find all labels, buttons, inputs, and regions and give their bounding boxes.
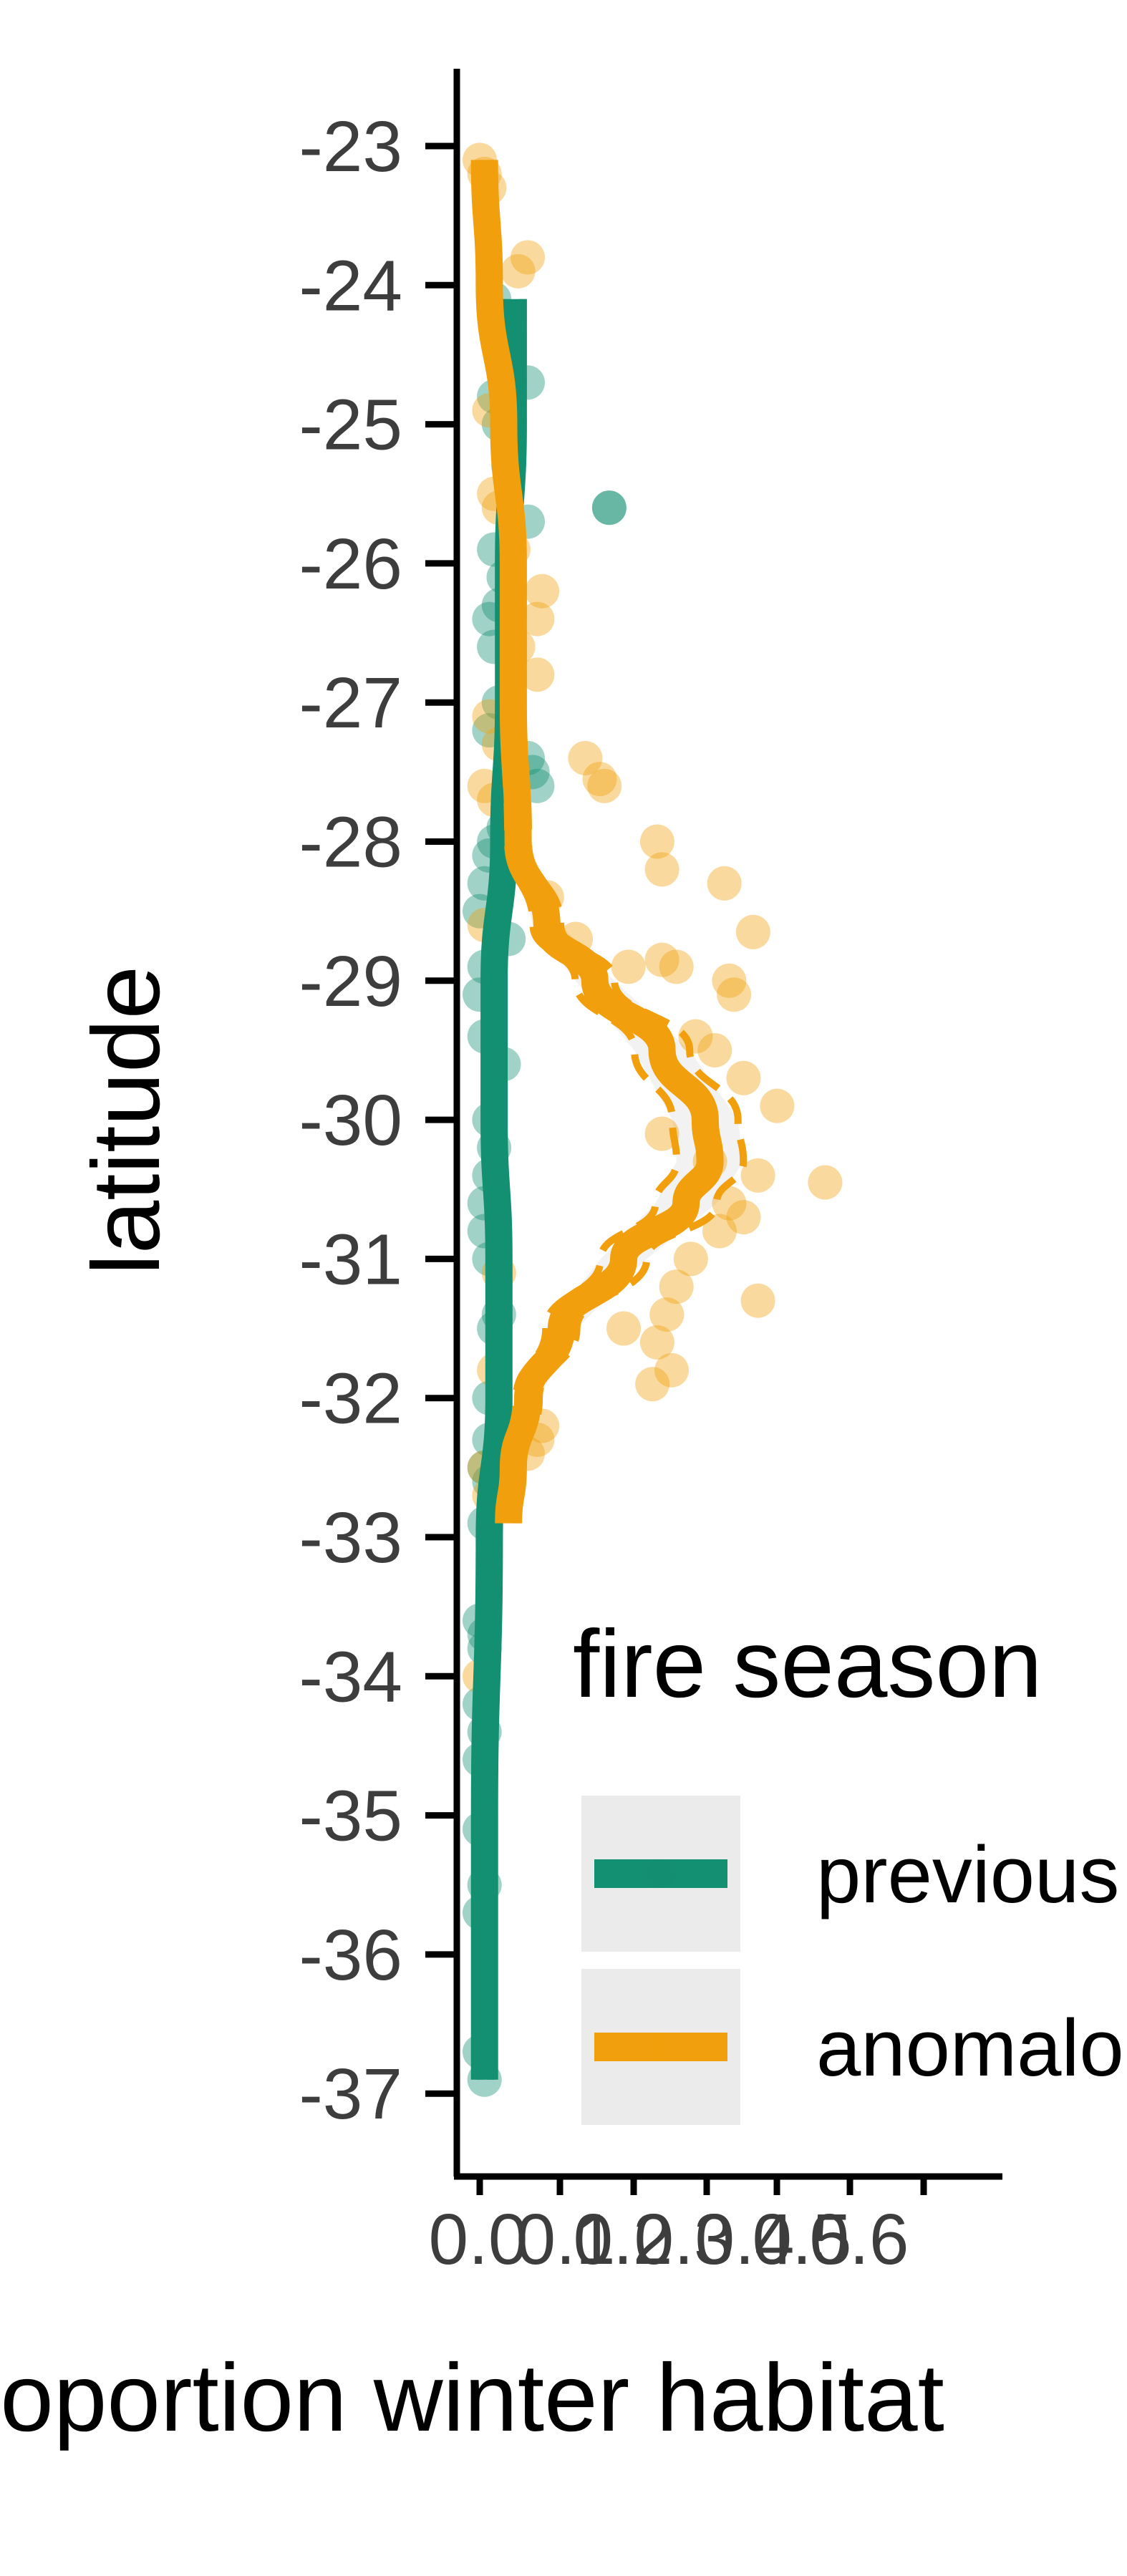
point-anomalous	[500, 253, 536, 289]
y-tick-label: -30	[299, 1080, 402, 1161]
y-tick-label: -26	[299, 524, 402, 604]
point-anomalous	[587, 768, 622, 803]
point-anomalous	[644, 942, 679, 977]
point-previous	[591, 490, 627, 526]
point-anomalous	[649, 1297, 685, 1332]
y-tick-label: -23	[299, 107, 402, 187]
band-anomalous	[480, 160, 744, 1524]
point-anomalous	[568, 740, 603, 775]
point-anomalous	[673, 1241, 708, 1277]
point-anomalous	[639, 1325, 674, 1360]
point-anomalous	[520, 657, 555, 692]
y-tick-label: -28	[299, 803, 402, 883]
legend-key-point-anomalous	[647, 2033, 675, 2061]
x-tick-label: 0.5	[752, 2199, 851, 2280]
y-tick-label: -27	[299, 663, 402, 743]
point-anomalous	[659, 1269, 694, 1304]
point-anomalous	[760, 1088, 795, 1123]
legend-title: fire season	[573, 1611, 1042, 1718]
x-tick-label: 0.2	[573, 2199, 672, 2280]
point-anomalous	[644, 852, 679, 887]
point-anomalous	[740, 1158, 775, 1193]
legend-label-anomalous: anomalous	[816, 2003, 1127, 2093]
trend-anomalous	[470, 160, 724, 1524]
point-anomalous	[735, 914, 770, 949]
point-anomalous	[702, 1214, 737, 1249]
point-previous	[591, 490, 627, 526]
point-anomalous	[659, 949, 694, 984]
point-anomalous	[707, 866, 742, 901]
point-anomalous	[726, 1060, 761, 1095]
y-axis-title: latitude	[73, 966, 180, 1275]
x-axis-title: proportion winter habitat	[0, 2345, 944, 2451]
x-tick-label: 0.3	[634, 2199, 733, 2280]
point-anomalous	[740, 1283, 775, 1318]
point-anomalous	[606, 1311, 641, 1346]
trend-lines	[470, 160, 748, 2080]
y-tick-label: -33	[299, 1498, 402, 1578]
x-tick-label: 0.4	[695, 2199, 794, 2280]
y-tick-label: -35	[299, 1776, 402, 1856]
y-tick-label: -34	[299, 1637, 402, 1717]
y-axis-ticks: -23 -24 -25 -26 -27 -28 -29 -30 -31 -32 -33 -34 -35 -…	[299, 107, 457, 2134]
y-tick-label: -25	[299, 385, 402, 465]
point-anomalous	[511, 240, 545, 275]
point-anomalous	[644, 1116, 679, 1151]
point-anomalous	[717, 977, 752, 1012]
x-tick-label: 0.1	[516, 2199, 615, 2280]
point-anomalous	[525, 573, 560, 609]
legend: fire season previous anomalous	[573, 1611, 1127, 2125]
point-anomalous	[808, 1165, 843, 1200]
point-anomalous	[654, 1352, 689, 1388]
y-tick-label: -31	[299, 1219, 402, 1299]
y-tick-label: -37	[299, 2054, 402, 2134]
y-tick-label: -29	[299, 941, 402, 1022]
point-anomalous	[582, 762, 617, 797]
point-anomalous	[639, 824, 674, 859]
x-tick-label: 0.0	[428, 2199, 528, 2280]
point-anomalous	[712, 963, 747, 998]
point-anomalous	[697, 1032, 732, 1067]
point-anomalous	[635, 1367, 670, 1402]
point-anomalous	[726, 1200, 761, 1235]
legend-label-previous: previous	[816, 1830, 1119, 1919]
y-tick-label: -32	[299, 1359, 402, 1439]
x-tick-label: 0.6	[809, 2199, 909, 2280]
point-anomalous	[520, 601, 555, 636]
point-anomalous	[611, 949, 646, 984]
y-tick-label: -36	[299, 1915, 402, 1995]
y-tick-label: -24	[299, 246, 402, 326]
legend-key-point-previous	[647, 1859, 675, 1888]
